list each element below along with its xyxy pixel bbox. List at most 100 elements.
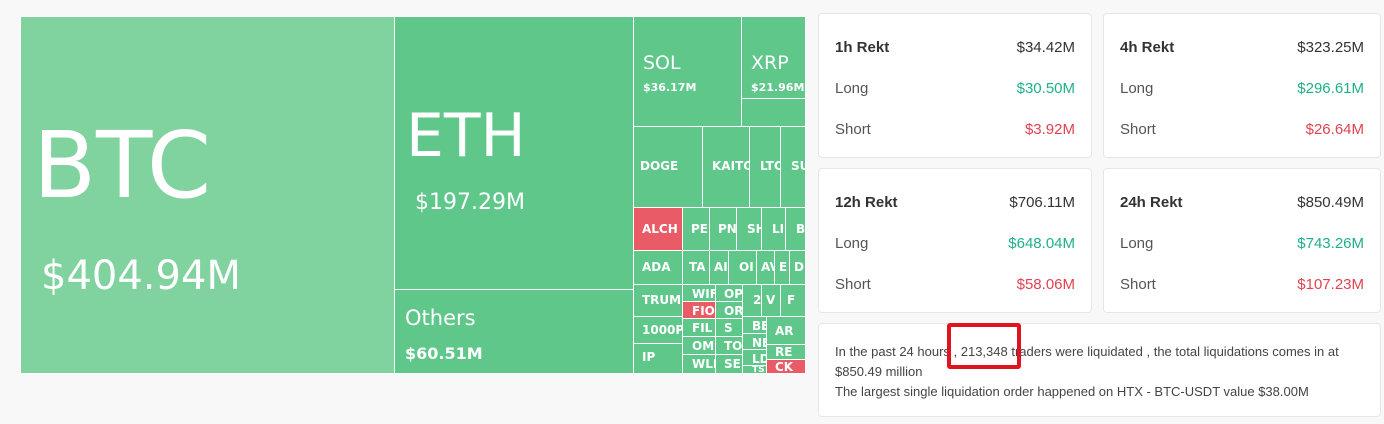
heatmap-tile-small[interactable]: DOGE: [633, 126, 703, 208]
tile-value: $36.17M: [643, 81, 697, 94]
heatmap-tile-small[interactable]: OR: [715, 301, 743, 319]
tile-symbol: AR: [775, 324, 794, 338]
rekt-card-12h: 12h Rekt $706.11M Long $648.04M Short $58.0…: [818, 168, 1092, 313]
tile-symbol: FIL: [692, 321, 713, 335]
heatmap-tile-small[interactable]: E: [774, 250, 790, 285]
liquidation-summary: In the past 24 hours , 213,348 traders w…: [818, 323, 1381, 417]
heatmap-tile-small[interactable]: 2: [742, 284, 762, 317]
long-value: $296.61M: [1297, 80, 1364, 97]
tile-symbol: LI: [772, 222, 785, 236]
highlight-box: [947, 323, 1021, 369]
tile-symbol: TS: [752, 365, 765, 374]
heatmap-tile-small[interactable]: OP: [715, 284, 743, 302]
heatmap-tile-small[interactable]: RE: [766, 344, 806, 360]
tile-value: $404.94M: [41, 253, 241, 299]
summary-line-2: The largest single liquidation order hap…: [835, 384, 1309, 399]
heatmap-tile-small[interactable]: ALCH: [633, 207, 683, 251]
tile-symbol: NE: [752, 336, 766, 350]
long-value: $743.26M: [1297, 235, 1364, 252]
tile-symbol: BE: [796, 222, 806, 236]
tile-symbol: AV: [761, 260, 774, 274]
heatmap-tile-eth[interactable]: ETH $197.29M: [394, 16, 634, 290]
long-label: Long: [835, 235, 869, 252]
heatmap-tile-sol[interactable]: SOL $36.17M: [633, 16, 742, 127]
heatmap-tile-small[interactable]: TO: [715, 336, 743, 355]
heatmap-tile-small[interactable]: ADA: [633, 250, 683, 285]
heatmap-tile-small[interactable]: LD: [742, 349, 767, 366]
heatmap-tile-small[interactable]: OM: [682, 336, 716, 355]
heatmap-tile-small[interactable]: AV: [756, 250, 775, 285]
rekt-card-1h: 1h Rekt $34.42M Long $30.50M Short $3.92M: [818, 13, 1092, 158]
heatmap-tile-small[interactable]: AI: [709, 250, 729, 285]
tile-symbol: WLI: [692, 357, 716, 371]
tile-symbol: 1000PE: [642, 323, 682, 337]
short-value: $107.23M: [1297, 276, 1364, 293]
tile-symbol: SOL: [643, 52, 681, 74]
tile-symbol: SE: [724, 357, 741, 371]
long-value: $30.50M: [1016, 80, 1075, 97]
heatmap-tile-small[interactable]: V: [761, 284, 781, 317]
heatmap-tile-small[interactable]: PE: [682, 207, 710, 251]
tile-symbol: TA: [689, 260, 706, 274]
heatmap-tile-small[interactable]: 1000PE: [633, 316, 683, 344]
long-label: Long: [1120, 235, 1154, 252]
heatmap-tile-small[interactable]: KAITO: [702, 126, 750, 208]
heatmap-tile-small[interactable]: IP: [633, 343, 683, 374]
tile-symbol: KAITO: [712, 159, 750, 173]
heatmap-tile-others[interactable]: Others $60.51M: [394, 289, 634, 374]
tile-symbol: OR: [724, 304, 743, 318]
tile-symbol: LTC: [760, 159, 781, 173]
heatmap-tile-small[interactable]: BE: [742, 316, 767, 334]
heatmap-tile-small[interactable]: TA: [682, 250, 710, 285]
tile-symbol: ALCH: [642, 222, 678, 236]
tile-symbol: BE: [752, 319, 766, 333]
heatmap-tile-small[interactable]: AR: [766, 316, 806, 345]
card-total: $34.42M: [1016, 39, 1075, 56]
heatmap-tile-small[interactable]: SU: [780, 126, 806, 208]
heatmap-tile-small[interactable]: CK: [766, 359, 806, 374]
heatmap-tile-small[interactable]: WIF: [682, 284, 716, 302]
tile-symbol: OP: [724, 287, 743, 301]
heatmap-tile-small[interactable]: SE: [715, 354, 743, 374]
tile-symbol: OM: [692, 339, 715, 353]
heatmap-tile-btc[interactable]: BTC $404.94M: [20, 16, 395, 374]
short-label: Short: [835, 276, 871, 293]
tile-symbol: TRUMP: [642, 293, 682, 307]
tile-value: $60.51M: [405, 344, 483, 363]
heatmap-tile-small[interactable]: WLI: [682, 354, 716, 374]
tile-symbol: CK: [775, 360, 794, 374]
tile-symbol: Others: [405, 306, 476, 330]
card-title: 1h Rekt: [835, 39, 890, 56]
heatmap-tile-small[interactable]: TRUMP: [633, 284, 683, 317]
rekt-card-4h: 4h Rekt $323.25M Long $296.61M Short $26.64…: [1103, 13, 1381, 158]
tile-symbol: ADA: [642, 260, 671, 274]
heatmap-tile-small[interactable]: LTC: [749, 126, 781, 208]
tile-symbol: SH: [747, 222, 761, 236]
tile-symbol: E: [779, 260, 788, 274]
heatmap-tile-small[interactable]: BE: [785, 207, 806, 251]
long-value: $648.04M: [1008, 235, 1075, 252]
heatmap-tile-small[interactable]: S: [715, 318, 743, 337]
heatmap-tile-small[interactable]: TS: [742, 365, 767, 374]
heatmap-tile-small[interactable]: F: [780, 284, 806, 317]
card-total: $323.25M: [1297, 39, 1364, 56]
tile-symbol: RE: [775, 345, 793, 359]
tile-symbol: LD: [752, 352, 766, 366]
card-title: 24h Rekt: [1120, 194, 1183, 211]
heatmap-tile-small[interactable]: FIL: [682, 318, 716, 337]
tile-symbol: S: [724, 321, 733, 335]
heatmap-tile-small[interactable]: SH: [736, 207, 762, 251]
short-value: $3.92M: [1024, 121, 1075, 138]
heatmap-tile-small[interactable]: FIO: [682, 301, 716, 319]
heatmap-tile-small[interactable]: NE: [742, 333, 767, 350]
heatmap-tile-small[interactable]: D: [789, 250, 806, 285]
heatmap-tile-blank: [741, 98, 806, 127]
tile-symbol: F: [787, 293, 796, 307]
card-title: 4h Rekt: [1120, 39, 1175, 56]
rekt-card-24h: 24h Rekt $850.49M Long $743.26M Short $107.…: [1103, 168, 1381, 313]
heatmap-tile-small[interactable]: LI: [761, 207, 786, 251]
heatmap-tile-small[interactable]: PN: [709, 207, 737, 251]
long-label: Long: [1120, 80, 1154, 97]
tile-symbol: AI: [714, 260, 728, 274]
heatmap-tile-small[interactable]: OI: [728, 250, 757, 285]
